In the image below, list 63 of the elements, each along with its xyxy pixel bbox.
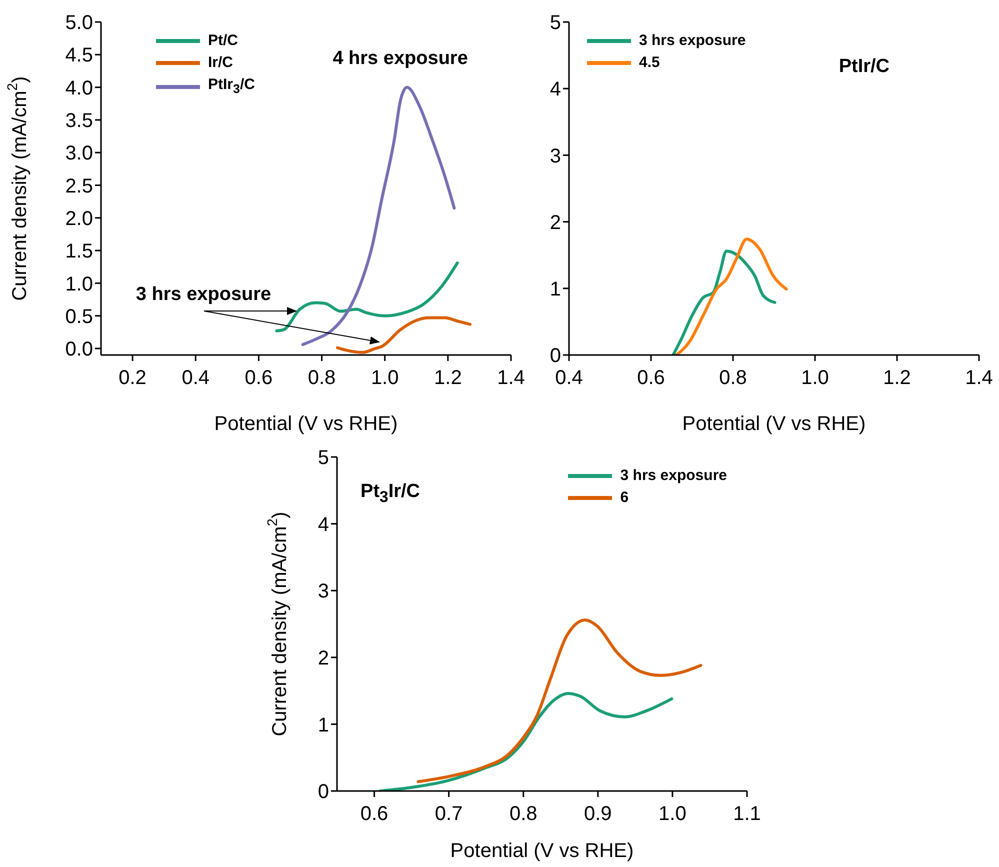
line-series (416, 618, 702, 784)
y-tick-label: 1.0 (65, 273, 93, 296)
y-tick-label: 3 (550, 145, 561, 168)
y-tick-label: 0.0 (65, 338, 93, 361)
annotation: 3 hrs exposure (136, 284, 272, 306)
annotation: 4 hrs exposure (332, 48, 468, 70)
legend-label: 3 hrs exposure (639, 31, 746, 51)
x-tick-label: 1.2 (434, 367, 462, 390)
x-tick-label: 0.4 (555, 367, 583, 390)
line-series (301, 86, 456, 346)
x-tick-label: 0.8 (308, 367, 336, 390)
y-tick-label: 3.0 (65, 142, 93, 165)
y-tick-label: 0.5 (65, 306, 93, 328)
y-tick-label: 3.5 (65, 110, 93, 132)
legend-label: 3 hrs exposure (620, 466, 727, 486)
x-tick-label: 0.8 (719, 367, 747, 390)
y-tick-label: 2 (550, 212, 561, 234)
y-tick-label: 1 (550, 278, 561, 300)
y-tick-label: 5 (550, 12, 561, 34)
x-axis-title: Potential (V vs RHE) (450, 840, 634, 862)
x-tick-label: 1.1 (733, 803, 761, 826)
x-tick-label: 0.6 (244, 367, 273, 390)
legend-label: 4.5 (639, 53, 660, 73)
y-tick-label: 2.5 (65, 175, 93, 198)
x-tick-label: 0.6 (360, 803, 388, 826)
x-tick-label: 0.2 (118, 367, 146, 390)
line-series (275, 261, 459, 332)
x-tick-label: 0.6 (637, 367, 665, 390)
y-tick-label: 5 (318, 447, 329, 470)
y-tick-label: 1 (318, 714, 329, 736)
legend-label: PtIr$_{3}$/C (208, 75, 255, 98)
line-series (674, 238, 788, 355)
x-tick-label: 0.4 (182, 367, 210, 390)
annotation: PtIr/C (838, 56, 890, 78)
y-tick-label: 2.0 (65, 208, 93, 230)
x-tick-label: 1.2 (883, 367, 911, 390)
x-tick-label: 0.9 (584, 803, 612, 826)
y-tick-label: 4.0 (65, 77, 93, 100)
line-series (672, 250, 776, 355)
y-tick-label: 3 (318, 580, 329, 603)
x-tick-label: 1.0 (370, 367, 399, 390)
y-tick-label: 5.0 (65, 12, 93, 34)
legend-label: Pt/C (208, 31, 238, 51)
x-tick-label: 1.0 (801, 367, 829, 390)
y-tick-label: 0 (550, 345, 561, 368)
y-tick-label: 4.5 (65, 44, 93, 67)
x-tick-label: 0.8 (509, 803, 538, 826)
y-tick-label: 1.5 (65, 240, 93, 263)
x-axis-title: Potential (V vs RHE) (214, 413, 398, 435)
x-tick-label: 1.4 (497, 367, 525, 390)
y-tick-label: 0 (318, 781, 329, 804)
y-tick-label: 4 (318, 514, 329, 536)
y-tick-label: 4 (550, 78, 561, 101)
line-series (336, 316, 472, 354)
x-axis-title: Potential (V vs RHE) (682, 413, 866, 435)
x-tick-label: 1.0 (658, 803, 686, 826)
x-tick-label: 0.7 (434, 803, 463, 826)
legend-label: Ir/C (208, 53, 234, 73)
annotation: Pt$_{3}$Ir/C (360, 480, 420, 507)
x-tick-label: 1.4 (965, 367, 993, 390)
y-tick-label: 2 (318, 648, 329, 670)
legend-label: 6 (620, 488, 629, 508)
line-series (378, 692, 674, 791)
